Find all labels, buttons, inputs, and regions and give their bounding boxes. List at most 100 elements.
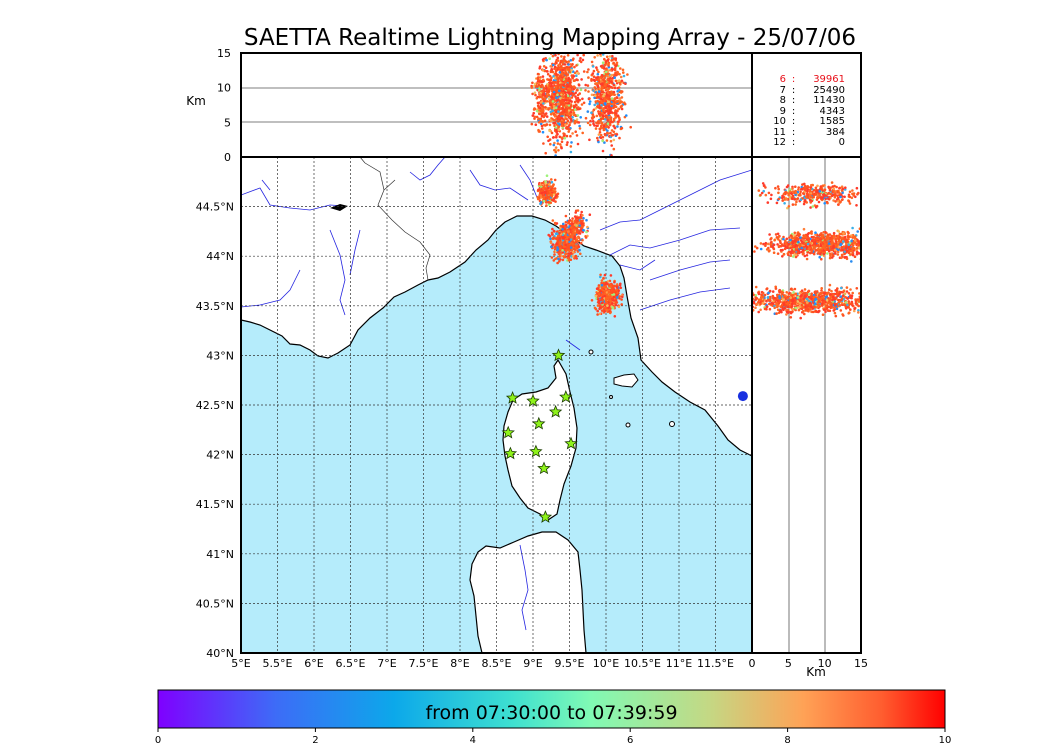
lightning-source <box>597 140 600 144</box>
lightning-source <box>844 246 848 250</box>
lightning-source <box>560 254 563 258</box>
lightning-source <box>545 58 548 62</box>
lightning-source <box>801 252 805 256</box>
lightning-source <box>557 257 560 261</box>
lightning-source <box>831 306 835 309</box>
lightning-source <box>569 238 573 241</box>
lightning-source <box>796 233 799 237</box>
lightning-source <box>836 250 840 254</box>
lightning-source <box>534 93 537 97</box>
lightning-source <box>798 193 801 196</box>
lightning-source <box>811 193 815 196</box>
lightning-source <box>786 246 789 249</box>
lightning-source <box>590 93 594 97</box>
lightning-source <box>816 196 819 199</box>
lon-altitude-ylabel: Km <box>186 94 206 108</box>
lightning-source <box>809 201 812 204</box>
lightning-source <box>601 305 604 308</box>
lightning-source <box>800 185 803 189</box>
lightning-source <box>552 104 556 108</box>
lightning-source <box>608 108 612 112</box>
lightning-source <box>562 237 565 240</box>
lightning-source <box>556 192 560 196</box>
lightning-source <box>850 234 853 237</box>
lightning-source <box>869 242 872 245</box>
lightning-source <box>572 75 576 78</box>
lightning-source <box>603 102 607 105</box>
lightning-source <box>784 245 787 248</box>
lightning-source <box>761 182 765 185</box>
lightning-source <box>864 297 867 300</box>
lightning-source <box>870 194 873 197</box>
lightning-source <box>545 204 548 207</box>
lightning-source <box>602 276 605 280</box>
lightning-source <box>574 130 577 133</box>
lightning-source <box>789 254 793 257</box>
lightning-source <box>561 120 565 123</box>
lightning-source <box>836 191 839 194</box>
lightning-source <box>799 198 803 201</box>
lightning-source <box>570 42 573 45</box>
lightning-source <box>591 119 595 123</box>
lightning-source <box>870 240 873 243</box>
lightning-source <box>613 76 616 79</box>
lightning-source <box>796 197 800 200</box>
lightning-source <box>857 300 861 303</box>
lightning-source <box>620 126 624 130</box>
lightning-source <box>817 247 820 251</box>
lightning-source <box>801 192 805 195</box>
lightning-source <box>548 183 551 186</box>
lightning-source <box>599 76 602 79</box>
lightning-source <box>588 138 591 142</box>
lightning-source <box>834 314 838 318</box>
lightning-source <box>576 88 579 92</box>
lightning-source <box>610 67 614 71</box>
lightning-source <box>554 106 558 110</box>
station-star-icon <box>501 425 515 439</box>
lightning-source <box>863 236 866 239</box>
lightning-source <box>619 286 623 290</box>
lightning-source <box>574 95 577 98</box>
lightning-source <box>851 189 854 192</box>
lightning-source <box>610 73 614 77</box>
lightning-source <box>774 233 778 236</box>
lightning-source <box>601 149 605 153</box>
lightning-source <box>562 39 565 42</box>
lightning-source <box>539 194 542 197</box>
lightning-source <box>577 121 581 124</box>
lightning-source <box>769 299 772 303</box>
lightning-source <box>546 135 549 139</box>
lightning-source <box>836 253 840 256</box>
lightning-source <box>605 282 609 286</box>
lightning-source <box>870 247 873 250</box>
lightning-source <box>579 57 582 60</box>
lightning-source <box>871 296 874 299</box>
lightning-source <box>840 236 843 239</box>
lightning-source <box>543 99 546 103</box>
lightning-source <box>769 238 772 241</box>
lightning-source <box>809 231 812 234</box>
lightning-source <box>807 237 811 241</box>
lightning-source <box>601 99 605 102</box>
lightning-source <box>530 86 534 89</box>
lightning-source <box>793 231 797 235</box>
lightning-source <box>833 184 836 188</box>
lightning-source <box>544 151 547 155</box>
lightning-source <box>564 243 567 246</box>
lightning-source <box>854 239 857 242</box>
lightning-source <box>605 55 609 59</box>
lightning-source <box>553 245 557 249</box>
lightning-source <box>555 130 558 134</box>
lightning-source <box>766 201 770 204</box>
lightning-source <box>540 83 544 87</box>
lightning-source <box>816 236 820 240</box>
lightning-source <box>885 240 888 243</box>
lightning-source <box>600 121 604 125</box>
lightning-source <box>598 95 602 98</box>
lightning-source <box>569 84 573 88</box>
lightning-source <box>562 95 565 99</box>
lightning-source <box>557 89 561 93</box>
lightning-source <box>599 133 603 137</box>
lightning-source <box>591 114 595 117</box>
lightning-source <box>582 53 585 57</box>
